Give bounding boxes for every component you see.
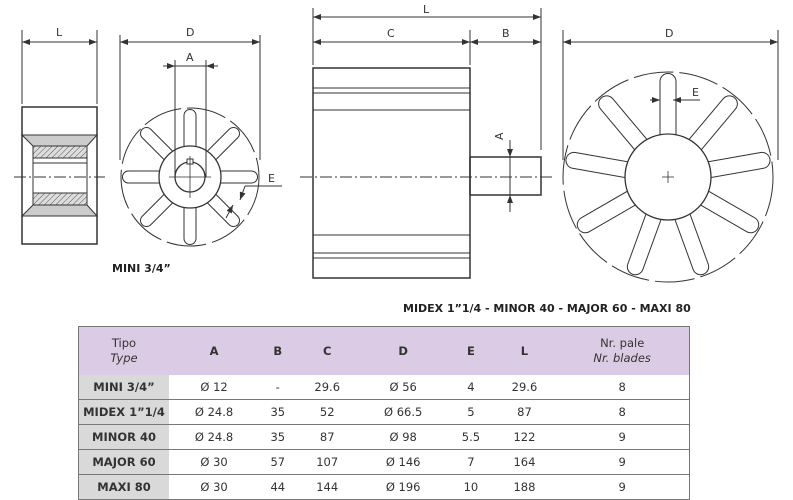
value-cell: 87 <box>493 399 556 425</box>
header-col: A <box>169 326 260 375</box>
value-cell: 5.5 <box>448 424 494 450</box>
large-caption: MIDEX 1”1/4 - MINOR 40 - MAJOR 60 - MAXI… <box>403 302 691 315</box>
value-cell: 29.6 <box>511 380 538 394</box>
type-cell: MINOR 40 <box>78 424 169 450</box>
large-side-view <box>300 8 555 279</box>
label-L: L <box>423 3 430 16</box>
label-A: A <box>493 132 506 140</box>
header-blades: Nr. pale Nr. blades <box>555 326 690 375</box>
value-cell: 10 <box>448 474 494 500</box>
mini-side-view <box>14 30 105 245</box>
value-cell: 29.6 <box>314 380 341 394</box>
value-cell: Ø 24.8 <box>169 399 260 425</box>
value-cell: Ø 30 <box>169 449 260 475</box>
label-A: A <box>186 51 194 64</box>
table-row: MAJOR 60 Ø 30 57 107 Ø 146 7 164 9 <box>78 449 690 475</box>
value-cell: Ø 30 <box>169 474 260 500</box>
type-cell: MAJOR 60 <box>78 449 169 475</box>
outer-diameter-circle <box>120 107 260 247</box>
type-cell: MINI 3/4” <box>78 375 169 400</box>
table-header: Tipo Type A B C D E L Nr. pale Nr. blades <box>78 326 690 375</box>
value-cell: Ø 146 <box>358 449 449 475</box>
value-cell: 4 <box>467 380 475 394</box>
value-cell: 87 <box>296 424 359 450</box>
label-D: D <box>186 26 194 39</box>
value-cell: 188 <box>493 474 556 500</box>
header-col: E <box>448 326 494 375</box>
table-row: MINI 3/4” Ø 12 - 29.6 Ø 56 4 29.6 8 <box>78 375 690 400</box>
value-cell: 57 <box>259 449 297 475</box>
label-L: L <box>56 26 63 39</box>
value-cell: 122 <box>493 424 556 450</box>
value-cell: 8 <box>618 380 626 394</box>
dimensions-table: Tipo Type A B C D E L Nr. pale Nr. blades … <box>78 326 690 500</box>
mini-caption: MINI 3/4” <box>112 262 171 275</box>
mini-front-view <box>120 107 260 247</box>
table-row: MIDEX 1”1/4 Ø 24.8 35 52 Ø 66.5 5 87 8 <box>78 399 690 425</box>
value-cell: Ø 66.5 <box>358 399 449 425</box>
technical-drawing: L D A E L C B A D E <box>14 3 779 283</box>
header-col: C <box>296 326 359 375</box>
value-cell: 35 <box>259 424 297 450</box>
value-cell: 35 <box>259 399 297 425</box>
value-cell: 164 <box>493 449 556 475</box>
header-type: Tipo Type <box>78 326 169 375</box>
type-cell: MAXI 80 <box>78 474 169 500</box>
header-col: L <box>493 326 556 375</box>
table-row: MINOR 40 Ø 24.8 35 87 Ø 98 5.5 122 9 <box>78 424 690 450</box>
label-E: E <box>268 172 275 185</box>
value-cell: - <box>275 380 280 394</box>
table-row: MAXI 80 Ø 30 44 144 Ø 196 10 188 9 <box>78 474 690 500</box>
value-cell: Ø 12 <box>200 380 228 394</box>
mini-dimensions <box>119 35 282 219</box>
value-cell: 7 <box>448 449 494 475</box>
label-D: D <box>665 27 673 40</box>
header-col: D <box>358 326 449 375</box>
value-cell: Ø 98 <box>358 424 449 450</box>
value-cell: 44 <box>259 474 297 500</box>
type-cell: MIDEX 1”1/4 <box>78 399 169 425</box>
value-cell: Ø 196 <box>358 474 449 500</box>
value-cell: Ø 24.8 <box>169 424 260 450</box>
header-col: B <box>259 326 297 375</box>
value-cell: Ø 56 <box>389 380 417 394</box>
value-cell: 52 <box>296 399 359 425</box>
label-E: E <box>692 86 699 99</box>
value-cell: 8 <box>555 399 690 425</box>
large-front-view <box>562 71 774 283</box>
value-cell: 107 <box>296 449 359 475</box>
value-cell: 5 <box>448 399 494 425</box>
value-cell: 9 <box>555 424 690 450</box>
large-dimensions <box>562 30 779 160</box>
outer-diameter-circle <box>562 71 774 283</box>
label-C: C <box>387 27 395 40</box>
value-cell: 144 <box>296 474 359 500</box>
label-B: B <box>502 27 510 40</box>
value-cell: 9 <box>555 474 690 500</box>
value-cell: 9 <box>555 449 690 475</box>
